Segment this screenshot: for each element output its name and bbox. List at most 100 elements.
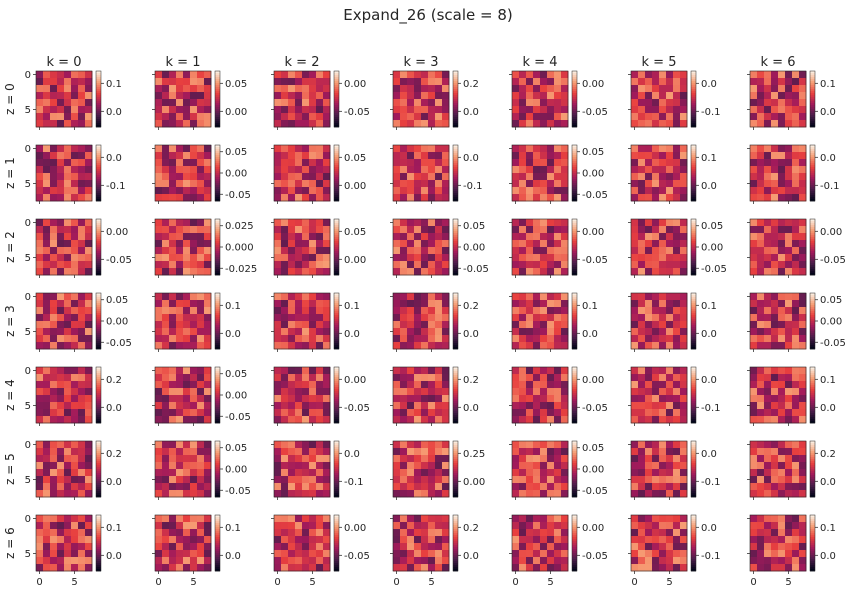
figure-title: Expand_26 (scale = 8) [343, 6, 512, 25]
heatmap-cell [169, 374, 177, 382]
heatmap-cell [155, 219, 163, 227]
colorbar-segment [453, 157, 458, 160]
heatmap-cell [302, 476, 310, 484]
heatmap-cell [659, 92, 667, 100]
heatmap-cell [666, 187, 674, 195]
heatmap-cell [316, 469, 324, 477]
panel-frame [749, 440, 807, 498]
heatmap-cell [547, 300, 555, 308]
colorbar-segment [453, 87, 458, 90]
heatmap-cell [519, 300, 527, 308]
heatmap-cell [204, 367, 212, 375]
heatmap-cell [512, 448, 520, 456]
heatmap-cell [428, 476, 436, 484]
colorbar-tick-label: -0.05 [820, 338, 846, 349]
heatmap-cell [680, 490, 688, 498]
heatmap-cell [666, 92, 674, 100]
panel-frame [630, 366, 688, 424]
colorbar-segment [215, 565, 220, 568]
colorbar-segment [96, 373, 101, 376]
heatmap-cell [85, 166, 93, 174]
colorbar-segment [691, 313, 696, 316]
colorbar-segment [334, 297, 339, 300]
heatmap-cell [764, 409, 772, 417]
heatmap-cell [421, 536, 429, 544]
colorbar-segment [96, 463, 101, 466]
colorbar-segment [334, 401, 339, 404]
colorbar-segment [691, 473, 696, 476]
heatmap-cell [169, 307, 177, 315]
colorbar-segment [215, 559, 220, 562]
heatmap-cell [652, 113, 660, 121]
heatmap-cell [771, 476, 779, 484]
heatmap-cell [540, 78, 548, 86]
heatmap-cell [197, 85, 205, 93]
colorbar-segment [453, 531, 458, 534]
heatmap-cell [43, 187, 51, 195]
colorbar-segment [215, 299, 220, 302]
heatmap-cell [673, 522, 681, 530]
heatmap-cell [638, 194, 646, 202]
colorbar-segment [215, 119, 220, 122]
colorbar-segment [453, 553, 458, 556]
heatmap-cell [428, 226, 436, 234]
colorbar-segment [572, 219, 577, 222]
heatmap-cell [274, 441, 282, 449]
row-label-z4: z = 4 [3, 379, 17, 411]
heatmap-cell [36, 145, 44, 153]
heatmap-cell [274, 173, 282, 181]
heatmap-cell [400, 448, 408, 456]
colorbar-segment [334, 221, 339, 224]
colorbar-segment [96, 71, 101, 74]
heatmap-cell [414, 395, 422, 403]
heatmap-cell [638, 536, 646, 544]
colorbar-segment [810, 409, 815, 412]
heatmap-cell [295, 395, 303, 403]
colorbar-segment [572, 447, 577, 450]
heatmap-cell [659, 564, 667, 572]
heatmap-cell [631, 441, 639, 449]
colorbar-segment [453, 443, 458, 446]
heatmap-cell [323, 261, 331, 269]
heatmap-cell [666, 254, 674, 262]
colorbar-segment [572, 71, 577, 74]
heatmap-cell [652, 166, 660, 174]
colorbar-segment [96, 457, 101, 460]
heatmap-cell [50, 388, 58, 396]
heatmap-cell [659, 448, 667, 456]
heatmap-cell [757, 233, 765, 241]
heatmap-cell [435, 529, 443, 537]
heatmap-cell [533, 529, 541, 537]
colorbar-segment [453, 265, 458, 268]
heatmap-cell [64, 78, 72, 86]
colorbar-segment [96, 95, 101, 98]
heatmap-cell [554, 490, 562, 498]
heatmap-cell [176, 469, 184, 477]
colorbar-segment [810, 343, 815, 346]
colorbar-tick-label: 0.1 [106, 79, 122, 90]
heatmap-cell [673, 254, 681, 262]
heatmap-cell [428, 455, 436, 463]
heatmap-cell [288, 106, 296, 114]
heatmap-cell [169, 335, 177, 343]
heatmap-cell [78, 293, 86, 301]
heatmap-cell [64, 233, 72, 241]
heatmap-cell [638, 328, 646, 336]
heatmap-cell [288, 388, 296, 396]
heatmap-cell [526, 381, 534, 389]
panel-frame [154, 440, 212, 498]
heatmap-cell [288, 483, 296, 491]
heatmap-cell [302, 78, 310, 86]
colorbar-segment [453, 303, 458, 306]
colorbar-segment [691, 241, 696, 244]
colorbar-segment [334, 75, 339, 78]
heatmap-cell [302, 226, 310, 234]
heatmap-cell [274, 550, 282, 558]
heatmap-cell [169, 522, 177, 530]
colorbar-segment [691, 181, 696, 184]
heatmap-cell [540, 254, 548, 262]
heatmap-cell [78, 159, 86, 167]
heatmap-cell [421, 71, 429, 79]
heatmap-cell [554, 194, 562, 202]
heatmap-cell [57, 78, 65, 86]
